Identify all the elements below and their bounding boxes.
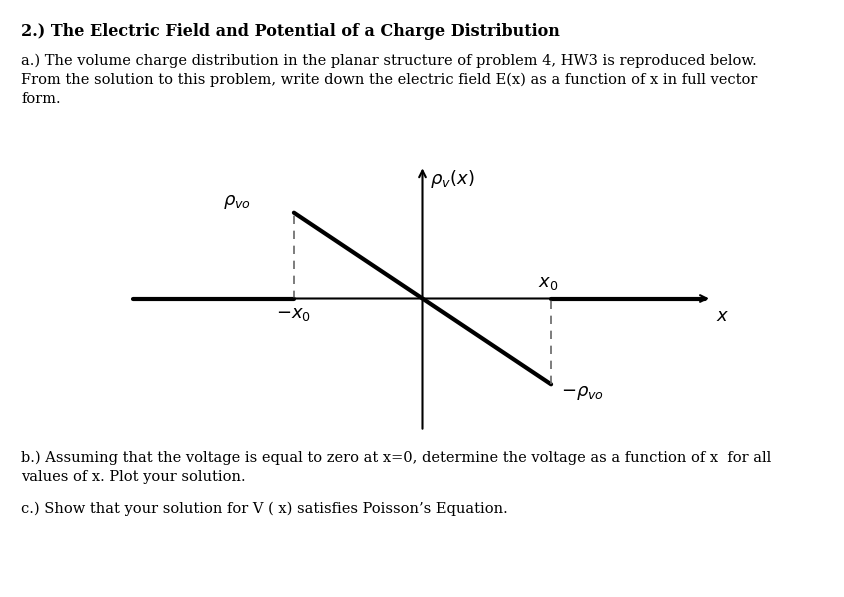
Text: $\rho_v(x)$: $\rho_v(x)$ [430, 168, 474, 190]
Text: 2.) The Electric Field and Potential of a Charge Distribution: 2.) The Electric Field and Potential of … [21, 23, 560, 39]
Text: values of x. Plot your solution.: values of x. Plot your solution. [21, 470, 246, 484]
Text: $x_0$: $x_0$ [538, 273, 558, 292]
Text: b.) Assuming that the voltage is equal to zero at x=0, determine the voltage as : b.) Assuming that the voltage is equal t… [21, 451, 771, 465]
Text: $- \rho_{vo}$: $- \rho_{vo}$ [560, 384, 603, 402]
Text: c.) Show that your solution for V ( x) satisfies Poisson’s Equation.: c.) Show that your solution for V ( x) s… [21, 501, 507, 516]
Text: form.: form. [21, 92, 61, 106]
Text: $-x_0$: $-x_0$ [276, 306, 311, 324]
Text: $\rho_{vo}$: $\rho_{vo}$ [223, 193, 251, 211]
Text: From the solution to this problem, write down the electric field E(x) as a funct: From the solution to this problem, write… [21, 73, 756, 87]
Text: a.) The volume charge distribution in the planar structure of problem 4, HW3 is : a.) The volume charge distribution in th… [21, 54, 756, 68]
Text: $x$: $x$ [715, 307, 728, 325]
